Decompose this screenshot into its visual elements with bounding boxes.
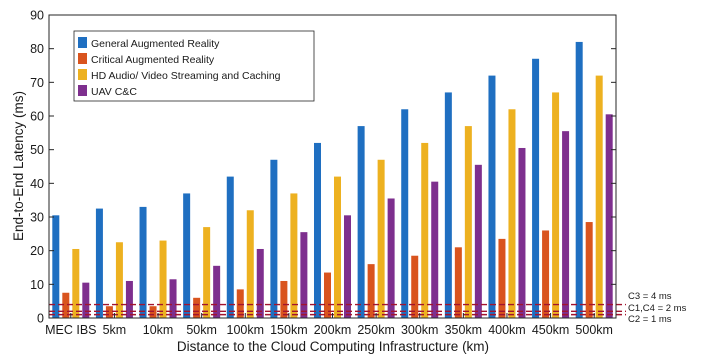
bar-2-10 <box>454 247 462 318</box>
x-tick-label-5: 100km <box>227 323 265 337</box>
x-tick-label-6: 150km <box>270 323 308 337</box>
bar-1-12 <box>532 58 540 319</box>
bar-4-4 <box>213 265 221 318</box>
bar-3-2 <box>115 242 123 318</box>
bar-2-8 <box>367 264 375 318</box>
bar-2-11 <box>498 238 506 318</box>
y-axis-title: End-to-End Latency (ms) <box>11 91 26 241</box>
bar-3-5 <box>246 210 254 318</box>
bar-1-2 <box>95 208 103 318</box>
bar-4-3 <box>169 279 177 318</box>
legend-swatch-3 <box>78 69 87 80</box>
y-tick-label-10: 90 <box>30 9 44 23</box>
bar-3-12 <box>552 92 560 319</box>
x-tick-label-4: 50km <box>186 323 217 337</box>
bar-4-11 <box>518 147 526 318</box>
bar-1-8 <box>357 126 365 318</box>
bar-2-5 <box>236 289 244 318</box>
bar-1-10 <box>444 92 452 319</box>
y-tick-label-9: 80 <box>30 42 44 56</box>
bar-3-10 <box>464 126 472 318</box>
bar-2-7 <box>324 272 331 318</box>
bars-layer <box>52 41 613 319</box>
x-tick-label-8: 250km <box>357 323 395 337</box>
bar-3-3 <box>159 240 167 318</box>
bar-4-1 <box>82 282 90 318</box>
bar-2-4 <box>193 297 201 318</box>
bar-3-13 <box>595 75 603 318</box>
legend-label-3: HD Audio/ Video Streaming and Caching <box>91 70 281 82</box>
bar-2-12 <box>542 230 550 318</box>
bar-3-11 <box>508 109 516 319</box>
y-tick-label-7: 60 <box>30 110 44 124</box>
bar-2-9 <box>411 255 419 318</box>
x-tick-label-12: 450km <box>532 323 570 337</box>
x-tick-label-3: 10km <box>143 323 174 337</box>
bar-2-13 <box>585 222 593 318</box>
x-tick-label-11: 400km <box>488 323 526 337</box>
bar-2-3 <box>149 306 157 318</box>
bar-3-7 <box>334 176 341 318</box>
bar-3-6 <box>290 193 298 318</box>
bar-4-13 <box>605 114 613 318</box>
x-axis-title: Distance to the Cloud Computing Infrastr… <box>177 339 489 354</box>
bar-2-1 <box>62 292 70 318</box>
y-tick-label-1: 0 <box>37 312 44 326</box>
x-tick-label-10: 350km <box>445 323 483 337</box>
bar-1-7 <box>314 142 321 318</box>
bar-3-4 <box>203 227 211 318</box>
reference-line-label-2: C1,C4 = 2 ms <box>628 303 687 314</box>
bar-3-9 <box>421 142 429 318</box>
bar-4-10 <box>474 164 482 318</box>
x-tick-label-7: 200km <box>314 323 352 337</box>
y-tick-label-3: 20 <box>30 244 44 258</box>
y-tick-label-5: 40 <box>30 177 44 191</box>
legend-swatch-4 <box>78 85 87 96</box>
reference-line-label-1: C3 = 4 ms <box>628 291 672 302</box>
bar-1-13 <box>575 41 583 319</box>
x-tick-label-1: MEC IBS <box>45 323 96 337</box>
bar-2-6 <box>280 280 288 318</box>
legend-swatch-1 <box>78 37 87 48</box>
bar-4-2 <box>125 280 133 318</box>
x-tick-label-2: 5km <box>103 323 127 337</box>
bar-4-7 <box>344 215 351 318</box>
bar-3-1 <box>72 248 80 318</box>
bar-2-2 <box>105 306 113 318</box>
x-tick-label-13: 500km <box>575 323 613 337</box>
bar-3-8 <box>377 159 385 318</box>
axes-layer: 0 10 20 30 40 50 60 70 80 90 MEC IBS 5km 10km 50km 100… <box>30 9 617 337</box>
bar-1-9 <box>401 109 409 319</box>
bar-4-5 <box>256 248 264 318</box>
bar-1-11 <box>488 75 496 318</box>
legend-box <box>73 30 315 102</box>
bar-4-8 <box>387 198 395 318</box>
x-tick-label-9: 300km <box>401 323 439 337</box>
bar-1-3 <box>139 206 147 318</box>
y-tick-label-2: 10 <box>30 278 44 292</box>
legend-label-1: General Augmented Reality <box>91 38 220 50</box>
bar-4-9 <box>431 181 439 318</box>
bar-1-6 <box>270 159 278 318</box>
legend: General Augmented Reality Critical Augmen… <box>73 30 315 102</box>
bar-4-12 <box>562 131 570 318</box>
bar-1-1 <box>52 215 60 318</box>
bar-1-4 <box>183 193 191 318</box>
legend-label-2: Critical Augmented Reality <box>91 54 215 66</box>
bar-1-5 <box>226 176 234 318</box>
legend-label-4: UAV C&C <box>91 86 137 98</box>
reference-line-label-3: C2 = 1 ms <box>628 314 672 325</box>
y-tick-label-6: 50 <box>30 143 44 157</box>
bar-4-6 <box>300 232 308 318</box>
y-tick-label-4: 30 <box>30 211 44 225</box>
y-tick-label-8: 70 <box>30 76 44 90</box>
legend-swatch-2 <box>78 53 87 64</box>
